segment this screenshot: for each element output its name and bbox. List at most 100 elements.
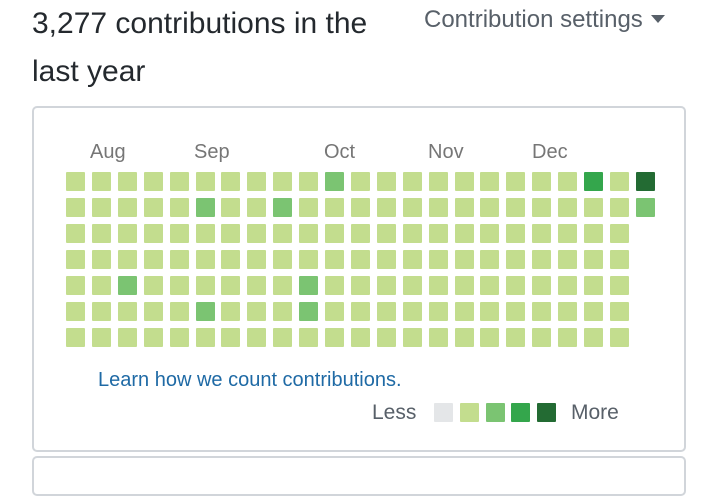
contribution-day-cell[interactable] bbox=[377, 276, 396, 295]
contribution-day-cell[interactable] bbox=[429, 224, 448, 243]
contribution-day-cell[interactable] bbox=[610, 198, 629, 217]
contribution-day-cell[interactable] bbox=[118, 328, 137, 347]
contribution-day-cell[interactable] bbox=[299, 224, 318, 243]
contribution-day-cell[interactable] bbox=[584, 276, 603, 295]
contribution-day-cell[interactable] bbox=[377, 198, 396, 217]
contribution-day-cell[interactable] bbox=[299, 276, 318, 295]
contribution-day-cell[interactable] bbox=[532, 198, 551, 217]
contribution-day-cell[interactable] bbox=[325, 198, 344, 217]
contribution-day-cell[interactable] bbox=[247, 328, 266, 347]
contribution-day-cell[interactable] bbox=[584, 224, 603, 243]
contribution-day-cell[interactable] bbox=[273, 224, 292, 243]
contribution-day-cell[interactable] bbox=[92, 224, 111, 243]
contribution-day-cell[interactable] bbox=[170, 172, 189, 191]
contribution-day-cell[interactable] bbox=[196, 250, 215, 269]
contribution-day-cell[interactable] bbox=[455, 172, 474, 191]
contribution-day-cell[interactable] bbox=[351, 276, 370, 295]
contribution-day-cell[interactable] bbox=[377, 250, 396, 269]
contribution-day-cell[interactable] bbox=[66, 224, 85, 243]
contribution-day-cell[interactable] bbox=[558, 224, 577, 243]
contribution-day-cell[interactable] bbox=[403, 250, 422, 269]
contribution-day-cell[interactable] bbox=[92, 198, 111, 217]
contribution-day-cell[interactable] bbox=[429, 302, 448, 321]
contribution-day-cell[interactable] bbox=[170, 198, 189, 217]
contribution-day-cell[interactable] bbox=[144, 302, 163, 321]
contribution-day-cell[interactable] bbox=[118, 250, 137, 269]
contribution-day-cell[interactable] bbox=[429, 250, 448, 269]
contribution-day-cell[interactable] bbox=[273, 198, 292, 217]
contribution-day-cell[interactable] bbox=[403, 198, 422, 217]
contribution-day-cell[interactable] bbox=[299, 198, 318, 217]
contribution-day-cell[interactable] bbox=[429, 198, 448, 217]
contribution-day-cell[interactable] bbox=[325, 250, 344, 269]
contribution-day-cell[interactable] bbox=[480, 328, 499, 347]
contribution-day-cell[interactable] bbox=[196, 276, 215, 295]
contribution-day-cell[interactable] bbox=[429, 172, 448, 191]
contribution-day-cell[interactable] bbox=[377, 302, 396, 321]
contribution-day-cell[interactable] bbox=[480, 224, 499, 243]
contribution-day-cell[interactable] bbox=[351, 224, 370, 243]
contribution-day-cell[interactable] bbox=[480, 172, 499, 191]
contribution-day-cell[interactable] bbox=[221, 276, 240, 295]
contribution-day-cell[interactable] bbox=[558, 198, 577, 217]
contribution-day-cell[interactable] bbox=[170, 328, 189, 347]
contribution-day-cell[interactable] bbox=[506, 198, 525, 217]
contribution-day-cell[interactable] bbox=[170, 302, 189, 321]
contribution-day-cell[interactable] bbox=[584, 172, 603, 191]
contribution-day-cell[interactable] bbox=[480, 198, 499, 217]
contribution-day-cell[interactable] bbox=[196, 198, 215, 217]
contribution-day-cell[interactable] bbox=[325, 172, 344, 191]
contribution-day-cell[interactable] bbox=[299, 172, 318, 191]
contribution-day-cell[interactable] bbox=[506, 302, 525, 321]
contribution-day-cell[interactable] bbox=[247, 224, 266, 243]
contribution-day-cell[interactable] bbox=[170, 276, 189, 295]
contribution-day-cell[interactable] bbox=[506, 224, 525, 243]
contribution-day-cell[interactable] bbox=[403, 276, 422, 295]
contribution-day-cell[interactable] bbox=[532, 302, 551, 321]
contribution-day-cell[interactable] bbox=[273, 302, 292, 321]
contribution-day-cell[interactable] bbox=[610, 276, 629, 295]
contribution-day-cell[interactable] bbox=[506, 172, 525, 191]
contribution-day-cell[interactable] bbox=[273, 328, 292, 347]
contribution-day-cell[interactable] bbox=[170, 250, 189, 269]
contribution-day-cell[interactable] bbox=[144, 172, 163, 191]
contribution-day-cell[interactable] bbox=[196, 302, 215, 321]
contribution-day-cell[interactable] bbox=[92, 302, 111, 321]
contribution-day-cell[interactable] bbox=[325, 302, 344, 321]
contribution-day-cell[interactable] bbox=[325, 328, 344, 347]
contribution-day-cell[interactable] bbox=[558, 250, 577, 269]
contribution-day-cell[interactable] bbox=[377, 172, 396, 191]
contribution-day-cell[interactable] bbox=[351, 302, 370, 321]
contribution-day-cell[interactable] bbox=[221, 198, 240, 217]
contribution-day-cell[interactable] bbox=[584, 198, 603, 217]
contribution-day-cell[interactable] bbox=[247, 172, 266, 191]
contribution-day-cell[interactable] bbox=[558, 276, 577, 295]
contribution-day-cell[interactable] bbox=[480, 276, 499, 295]
contribution-day-cell[interactable] bbox=[221, 250, 240, 269]
contribution-day-cell[interactable] bbox=[221, 172, 240, 191]
contribution-day-cell[interactable] bbox=[221, 302, 240, 321]
contribution-day-cell[interactable] bbox=[480, 302, 499, 321]
contribution-day-cell[interactable] bbox=[92, 172, 111, 191]
contribution-day-cell[interactable] bbox=[66, 302, 85, 321]
contribution-day-cell[interactable] bbox=[92, 276, 111, 295]
contribution-day-cell[interactable] bbox=[455, 250, 474, 269]
contribution-day-cell[interactable] bbox=[92, 328, 111, 347]
contribution-day-cell[interactable] bbox=[66, 250, 85, 269]
contribution-day-cell[interactable] bbox=[299, 250, 318, 269]
contribution-day-cell[interactable] bbox=[144, 328, 163, 347]
contribution-day-cell[interactable] bbox=[584, 250, 603, 269]
contribution-day-cell[interactable] bbox=[221, 328, 240, 347]
contribution-day-cell[interactable] bbox=[144, 250, 163, 269]
contribution-day-cell[interactable] bbox=[170, 224, 189, 243]
contribution-day-cell[interactable] bbox=[299, 328, 318, 347]
contribution-day-cell[interactable] bbox=[66, 198, 85, 217]
contribution-day-cell[interactable] bbox=[118, 224, 137, 243]
contribution-day-cell[interactable] bbox=[66, 328, 85, 347]
contribution-day-cell[interactable] bbox=[325, 276, 344, 295]
contribution-day-cell[interactable] bbox=[377, 224, 396, 243]
contribution-day-cell[interactable] bbox=[429, 328, 448, 347]
contribution-day-cell[interactable] bbox=[636, 198, 655, 217]
contribution-day-cell[interactable] bbox=[532, 250, 551, 269]
contribution-day-cell[interactable] bbox=[118, 276, 137, 295]
